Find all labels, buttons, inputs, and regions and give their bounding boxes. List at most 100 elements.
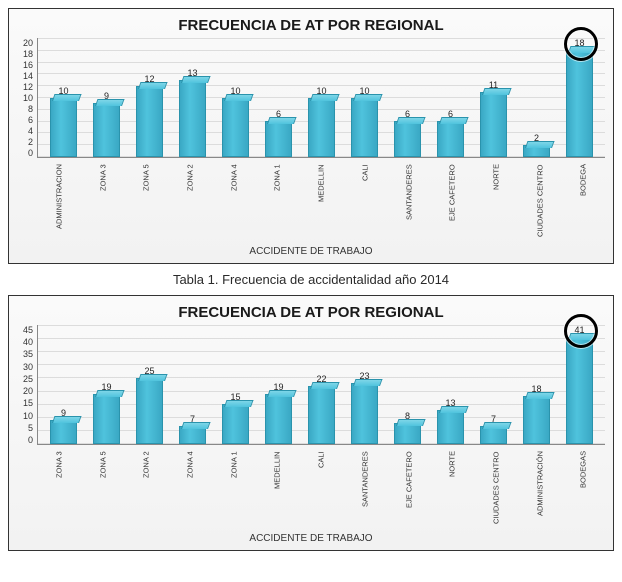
bar-slot: 18	[515, 325, 558, 444]
x-tick: NORTE	[474, 164, 518, 244]
bar-value-label: 10	[316, 86, 326, 96]
y-tick: 2	[28, 137, 33, 147]
y-tick: 0	[28, 435, 33, 445]
bar-slot: 6	[429, 38, 472, 157]
bar	[265, 121, 292, 157]
bar-slot: 6	[386, 38, 429, 157]
bar	[308, 386, 335, 444]
x-tick: NORTE	[430, 451, 474, 531]
bar-value-label: 10	[58, 86, 68, 96]
bar-value-label: 7	[491, 414, 496, 424]
x-axis-title: ACCIDENTE DE TRABAJO	[9, 531, 613, 550]
y-tick: 8	[28, 104, 33, 114]
bar	[93, 103, 120, 157]
bar-value-label: 23	[359, 371, 369, 381]
bar-value-label: 13	[445, 398, 455, 408]
x-tick: ADMINISTRACIÓN	[518, 451, 562, 531]
x-tick: SANTANDERES	[343, 451, 387, 531]
plot-wrap: 20181614121086420 109121310610106611218	[9, 38, 613, 162]
bar-slot: 9	[42, 325, 85, 444]
x-axis: ZONA 3ZONA 5ZONA 2ZONA 4ZONA 1MEDELLINCA…	[9, 449, 613, 531]
bar	[222, 404, 249, 444]
bar-slot: 10	[214, 38, 257, 157]
bar-value-label: 13	[187, 68, 197, 78]
bar-slot: 13	[429, 325, 472, 444]
x-tick: SANTANDERES	[387, 164, 431, 244]
bar	[523, 396, 550, 444]
bar-value-label: 18	[531, 384, 541, 394]
x-tick: ADMINISTRACION	[37, 164, 81, 244]
x-tick: MEDELLIN	[299, 164, 343, 244]
x-axis-title: ACCIDENTE DE TRABAJO	[9, 244, 613, 263]
bar	[566, 50, 593, 157]
x-tick: ZONA 2	[168, 164, 212, 244]
bar-slot: 19	[257, 325, 300, 444]
bar-value-label: 18	[574, 38, 584, 48]
y-tick: 4	[28, 126, 33, 136]
bar	[351, 383, 378, 444]
bar	[93, 394, 120, 444]
x-tick: ZONA 4	[168, 451, 212, 531]
x-tick: ZONA 4	[212, 164, 256, 244]
y-tick: 12	[23, 82, 33, 92]
bar-slot: 7	[472, 325, 515, 444]
bar	[222, 98, 249, 158]
plot-area: 109121310610106611218	[37, 38, 605, 158]
bar-slot: 8	[386, 325, 429, 444]
bar-slot: 9	[85, 38, 128, 157]
y-tick: 10	[23, 93, 33, 103]
chart-title: FRECUENCIA DE AT POR REGIONAL	[9, 296, 613, 325]
chart-panel-1: FRECUENCIA DE AT POR REGIONAL 2018161412…	[8, 8, 614, 264]
x-tick: ZONA 3	[81, 164, 125, 244]
plot-area: 9192571519222381371841	[37, 325, 605, 445]
x-tick: EJE CAFETERO	[387, 451, 431, 531]
bar	[480, 426, 507, 445]
bar	[523, 145, 550, 157]
y-tick: 25	[23, 374, 33, 384]
table-caption: Tabla 1. Frecuencia de accidentalidad añ…	[8, 272, 614, 287]
bar	[136, 378, 163, 444]
bar-slot: 11	[472, 38, 515, 157]
bar	[566, 337, 593, 444]
bar-slot: 15	[214, 325, 257, 444]
x-tick: ZONA 3	[37, 451, 81, 531]
bar-slot: 7	[171, 325, 214, 444]
bar-value-label: 22	[316, 374, 326, 384]
bar-value-label: 8	[405, 411, 410, 421]
bar-slot: 19	[85, 325, 128, 444]
bar-value-label: 6	[276, 109, 281, 119]
y-tick: 20	[23, 38, 33, 48]
bar-value-label: 9	[61, 408, 66, 418]
bar-value-label: 6	[448, 109, 453, 119]
bar-value-label: 9	[104, 91, 109, 101]
y-tick: 0	[28, 148, 33, 158]
x-tick: BODEGA	[561, 164, 605, 244]
x-tick: ZONA 5	[81, 451, 125, 531]
x-axis: ADMINISTRACIONZONA 3ZONA 5ZONA 2ZONA 4ZO…	[9, 162, 613, 244]
x-tick: CALI	[299, 451, 343, 531]
plot-wrap: 454035302520151050 919257151922238137184…	[9, 325, 613, 449]
y-tick: 14	[23, 71, 33, 81]
bar-slot: 10	[343, 38, 386, 157]
bar-slot: 23	[343, 325, 386, 444]
bar	[308, 98, 335, 158]
y-axis: 454035302520151050	[17, 325, 37, 445]
bar-slot: 12	[128, 38, 171, 157]
bar-value-label: 6	[405, 109, 410, 119]
bar	[351, 98, 378, 158]
bar-slot: 10	[42, 38, 85, 157]
bar-slot: 10	[300, 38, 343, 157]
bar-value-label: 10	[359, 86, 369, 96]
bar	[265, 394, 292, 444]
y-tick: 5	[28, 423, 33, 433]
bar-value-label: 19	[273, 382, 283, 392]
bar-slot: 22	[300, 325, 343, 444]
x-tick: BODEGAS	[561, 451, 605, 531]
y-tick: 6	[28, 115, 33, 125]
x-tick: CIUDADES CENTRO	[518, 164, 562, 244]
bar	[179, 426, 206, 445]
y-tick: 10	[23, 411, 33, 421]
bar-slot: 6	[257, 38, 300, 157]
bar	[50, 98, 77, 158]
bar-value-label: 11	[489, 80, 498, 90]
